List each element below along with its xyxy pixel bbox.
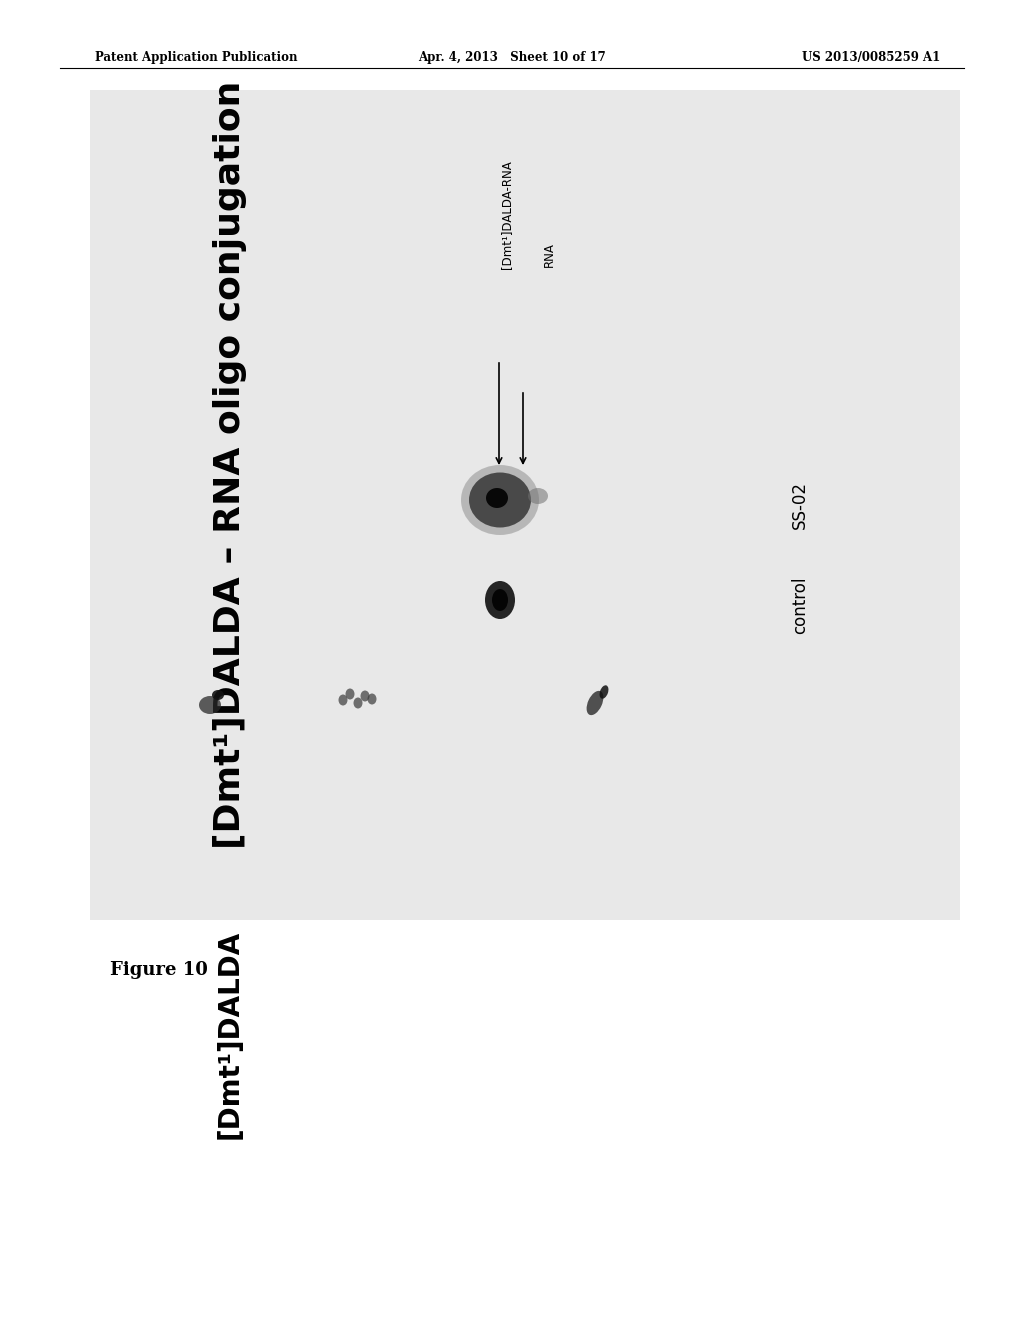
Ellipse shape <box>486 488 508 508</box>
Ellipse shape <box>212 690 224 700</box>
Ellipse shape <box>461 465 539 535</box>
Text: Figure 10: Figure 10 <box>110 961 208 979</box>
Text: [Dmt¹]DALDA: [Dmt¹]DALDA <box>216 931 244 1139</box>
Ellipse shape <box>339 694 347 705</box>
Ellipse shape <box>587 690 603 715</box>
Text: Patent Application Publication: Patent Application Publication <box>95 51 298 65</box>
Ellipse shape <box>199 696 221 714</box>
Text: US 2013/0085259 A1: US 2013/0085259 A1 <box>802 51 940 65</box>
Ellipse shape <box>599 685 608 698</box>
Text: [Dmt¹]DALDA-RNA: [Dmt¹]DALDA-RNA <box>500 161 513 269</box>
Ellipse shape <box>345 689 354 700</box>
Text: RNA: RNA <box>543 243 556 268</box>
Ellipse shape <box>360 690 370 701</box>
Bar <box>90 90 961 920</box>
Ellipse shape <box>353 697 362 709</box>
Ellipse shape <box>469 473 531 528</box>
Text: SS-02: SS-02 <box>791 480 809 529</box>
Ellipse shape <box>528 488 548 504</box>
Ellipse shape <box>368 693 377 705</box>
Text: [Dmt¹]DALDA – RNA oligo conjugation: [Dmt¹]DALDA – RNA oligo conjugation <box>213 81 247 849</box>
Ellipse shape <box>492 589 508 611</box>
Text: control: control <box>791 577 809 634</box>
Text: Apr. 4, 2013   Sheet 10 of 17: Apr. 4, 2013 Sheet 10 of 17 <box>418 51 606 65</box>
Ellipse shape <box>485 581 515 619</box>
